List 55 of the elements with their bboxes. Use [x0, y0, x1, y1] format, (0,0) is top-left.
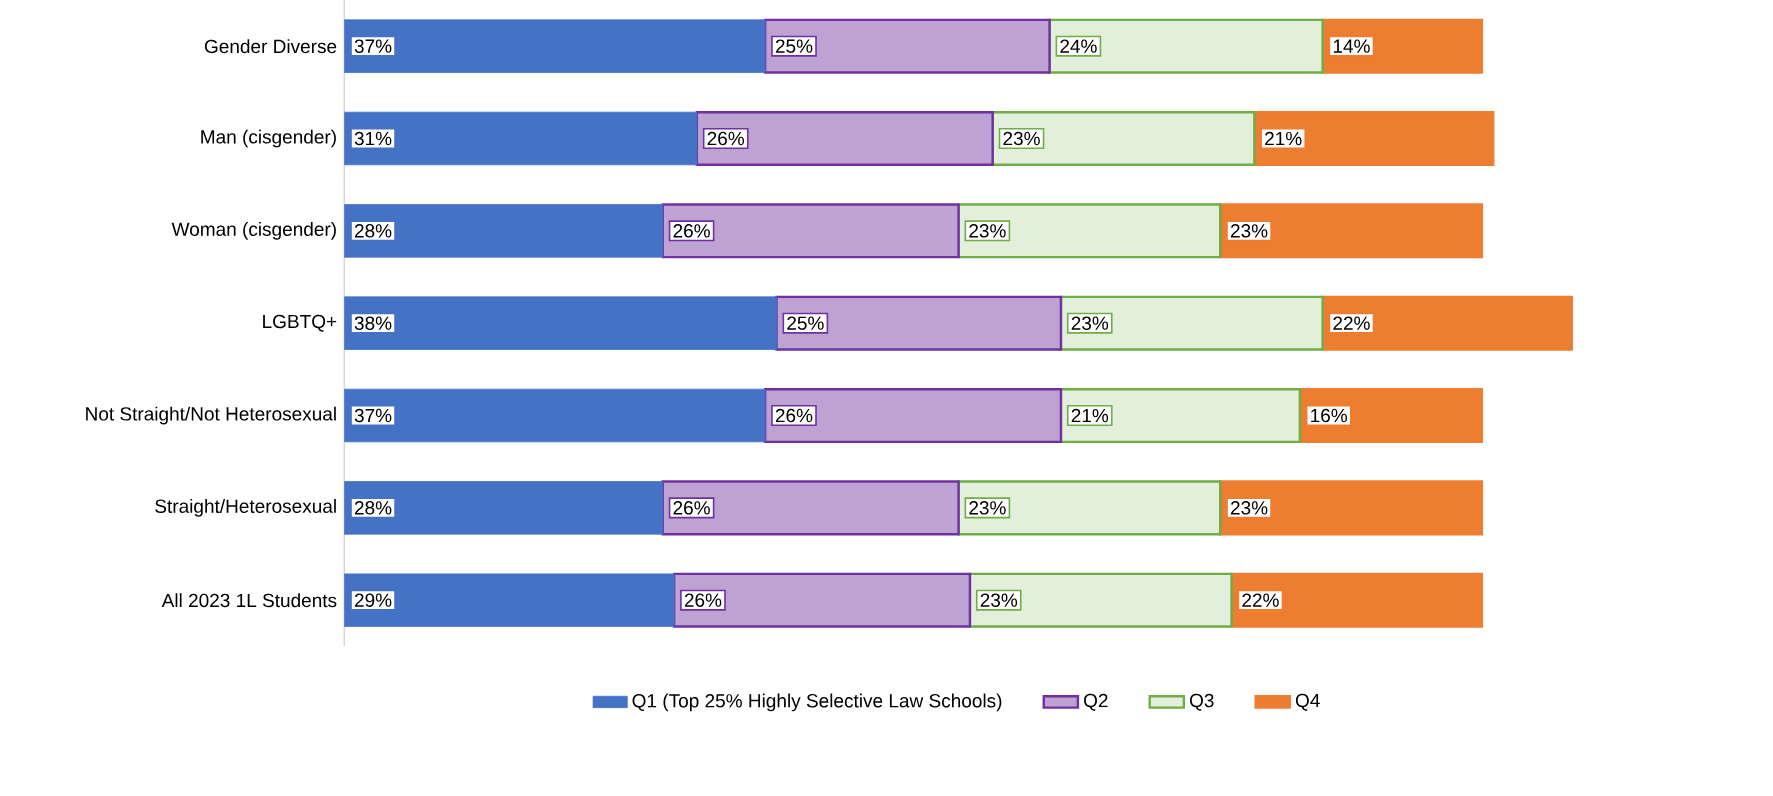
- bar: [957, 480, 1222, 536]
- bar: [968, 572, 1233, 628]
- bar: [661, 480, 960, 536]
- data-label: 23%: [969, 500, 1006, 515]
- legend-label: Q1 (Top 25% Highly Selective Law Schools): [632, 693, 1002, 712]
- data-label: 38%: [354, 316, 392, 330]
- bar: [775, 295, 1063, 351]
- data-label: 21%: [1265, 131, 1302, 145]
- data-label: 23%: [1230, 500, 1268, 515]
- bar: [661, 203, 960, 259]
- bar: [1253, 110, 1495, 166]
- bar: [957, 203, 1222, 259]
- y-tick-label: Not Straight/Not Heterosexual: [86, 406, 336, 425]
- y-tick-label: LGBTQ+: [263, 314, 337, 332]
- data-label: 24%: [1060, 39, 1097, 53]
- bar: [1059, 295, 1324, 351]
- data-label: 25%: [775, 39, 813, 53]
- bar: [695, 110, 994, 166]
- y-tick-label: Woman (cisgender): [171, 221, 336, 240]
- data-label: 23%: [1003, 131, 1040, 146]
- data-label: 16%: [1311, 408, 1348, 423]
- bar: [991, 110, 1256, 166]
- legend-label: Q4: [1295, 693, 1320, 711]
- y-tick-label: Man (cisgender): [201, 129, 336, 148]
- bar: [1298, 387, 1484, 443]
- data-label: 23%: [1230, 223, 1268, 238]
- data-label: 28%: [354, 500, 392, 515]
- legend-label: Q3: [1189, 693, 1214, 711]
- data-label: 26%: [775, 408, 813, 423]
- y-tick-label: Straight/Heterosexual: [155, 498, 336, 517]
- data-label: 26%: [673, 223, 710, 238]
- data-label: 23%: [1071, 316, 1109, 330]
- data-label: 26%: [707, 131, 745, 146]
- y-tick-label: Gender Diverse: [204, 38, 337, 53]
- data-label: 23%: [969, 223, 1006, 238]
- data-label: 37%: [354, 39, 392, 53]
- bar: [763, 18, 1051, 74]
- data-label: 26%: [684, 593, 722, 607]
- data-label: 26%: [673, 500, 710, 515]
- data-label: 25%: [787, 316, 824, 330]
- bar: [763, 387, 1063, 443]
- data-label: 28%: [354, 223, 392, 238]
- bar: [672, 572, 972, 628]
- data-label: 23%: [980, 593, 1018, 607]
- data-label: 37%: [354, 408, 392, 423]
- bar: [1048, 18, 1324, 74]
- data-label: 22%: [1242, 593, 1279, 607]
- data-label: 22%: [1333, 316, 1370, 330]
- data-label: 29%: [354, 593, 392, 607]
- bar: [1059, 387, 1302, 443]
- y-tick-label: All 2023 1L Students: [161, 592, 337, 607]
- data-label: 21%: [1071, 408, 1109, 422]
- legend-label: Q2: [1084, 693, 1108, 711]
- data-label: 14%: [1333, 39, 1370, 53]
- data-label: 31%: [354, 131, 392, 146]
